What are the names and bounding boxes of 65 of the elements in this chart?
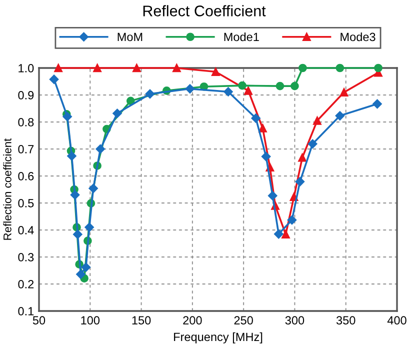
point <box>84 222 94 232</box>
point <box>54 64 62 72</box>
y-tick-label: 0.1 <box>18 307 34 316</box>
y-tick-label: 0.5 <box>18 199 34 208</box>
point <box>340 88 348 96</box>
legend-label: MoM <box>118 32 142 42</box>
point <box>276 82 284 90</box>
point <box>372 99 382 109</box>
point <box>96 144 105 154</box>
x-tick-label: 150 <box>132 316 151 325</box>
legend-label: Mode3 <box>340 32 376 42</box>
point <box>308 139 318 148</box>
point <box>244 86 252 95</box>
point <box>336 64 344 72</box>
x-tick-label: 100 <box>81 316 100 325</box>
point <box>290 82 299 90</box>
point <box>145 89 155 99</box>
y-tick-label: 0.9 <box>18 91 34 100</box>
point <box>112 108 122 118</box>
x-tick-label: 300 <box>285 316 304 325</box>
point <box>282 230 290 238</box>
point <box>67 151 76 161</box>
y-tick-label: 0.3 <box>18 253 34 262</box>
point <box>126 96 135 106</box>
y-tick-label: 0.8 <box>18 118 34 126</box>
x-tick-label: 50 <box>32 316 46 325</box>
point <box>374 64 382 72</box>
point <box>49 74 59 84</box>
x-tick-label: 400 <box>387 316 406 325</box>
point <box>93 64 102 72</box>
point <box>298 153 306 162</box>
point <box>88 184 98 194</box>
point <box>76 270 86 279</box>
point <box>132 64 141 72</box>
chart-title: Reflect Coefficient <box>143 5 266 16</box>
point <box>81 262 91 272</box>
y-tick-label: 0.6 <box>18 172 34 180</box>
point <box>62 112 72 122</box>
y-tick-label: 1.0 <box>18 64 34 72</box>
point <box>295 177 305 186</box>
point <box>251 114 260 123</box>
point <box>238 81 246 90</box>
point <box>268 191 278 200</box>
y-tick-label: 0.4 <box>18 226 34 234</box>
point <box>298 64 307 72</box>
point <box>274 229 284 239</box>
y-axis-title: Reflection coefficient <box>3 138 12 240</box>
point <box>313 116 322 125</box>
y-tick-label: 0.7 <box>18 145 34 154</box>
x-tick-label: 350 <box>336 316 356 325</box>
x-tick-label: 200 <box>183 316 202 325</box>
point <box>70 190 80 200</box>
point <box>211 68 220 76</box>
point <box>172 64 181 72</box>
point <box>261 152 271 162</box>
legend-label: Mode1 <box>224 32 259 42</box>
point <box>335 111 345 120</box>
point <box>224 87 233 96</box>
point <box>185 84 195 94</box>
y-tick-label: 0.2 <box>18 280 34 288</box>
point <box>258 124 267 132</box>
x-tick-label: 250 <box>234 316 253 325</box>
point <box>287 215 297 225</box>
point <box>73 230 82 239</box>
x-axis-title: Frequency [MHz] <box>174 332 262 344</box>
